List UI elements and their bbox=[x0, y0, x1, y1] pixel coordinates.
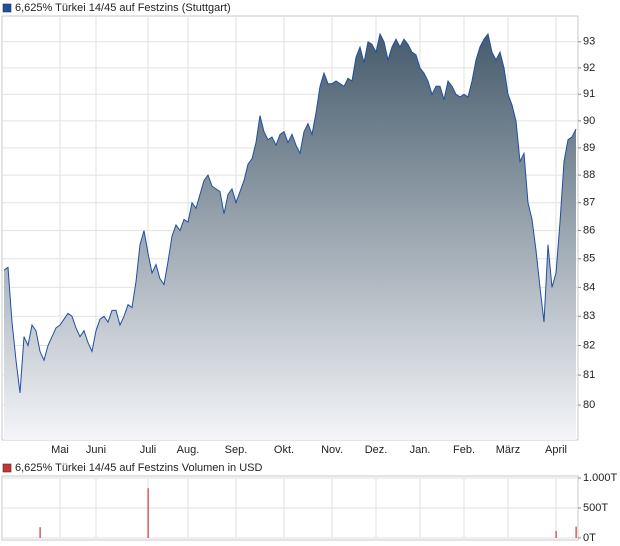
y-tick-label: 1.000T bbox=[583, 472, 618, 484]
x-tick-label: Okt. bbox=[274, 444, 294, 456]
y-tick-label: 92 bbox=[583, 62, 595, 74]
y-tick-label: 89 bbox=[583, 142, 595, 154]
x-tick-label: April bbox=[545, 444, 567, 456]
y-tick-label: 82 bbox=[583, 339, 595, 351]
y-tick-label: 84 bbox=[583, 281, 595, 293]
y-tick-label: 81 bbox=[583, 369, 595, 381]
x-tick-label: Mai bbox=[51, 444, 69, 456]
y-tick-label: 500T bbox=[583, 502, 608, 514]
y-tick-label: 88 bbox=[583, 169, 595, 181]
y-tick-label: 86 bbox=[583, 224, 595, 236]
x-tick-label: Jan. bbox=[410, 444, 431, 456]
volume-bar bbox=[555, 530, 557, 538]
price-line bbox=[3, 32, 577, 394]
y-tick-label: 87 bbox=[583, 197, 595, 209]
volume-bar bbox=[39, 527, 41, 538]
y-tick-label: 93 bbox=[583, 36, 595, 48]
chart-title: 6,625% Türkei 14/45 auf Festzins Volumen… bbox=[15, 462, 262, 474]
x-tick-label: Juni bbox=[86, 444, 106, 456]
price-area bbox=[4, 34, 576, 440]
x-tick-label: Dez. bbox=[365, 444, 388, 456]
volume-bar bbox=[147, 488, 149, 538]
y-tick-label: 83 bbox=[583, 310, 595, 322]
x-tick-label: Nov. bbox=[321, 444, 343, 456]
x-tick-label: Juli bbox=[140, 444, 157, 456]
x-tick-label: März bbox=[496, 444, 520, 456]
x-tick-label: Sep. bbox=[225, 444, 248, 456]
y-tick-label: 85 bbox=[583, 253, 595, 265]
x-tick-label: Aug. bbox=[177, 444, 200, 456]
chart-title: 6,625% Türkei 14/45 auf Festzins (Stuttg… bbox=[15, 2, 231, 14]
y-tick-label: 0T bbox=[583, 532, 596, 544]
y-tick-label: 80 bbox=[583, 399, 595, 411]
legend-swatch bbox=[2, 463, 12, 473]
x-tick-label: Feb. bbox=[453, 444, 475, 456]
volume-bar bbox=[575, 526, 577, 538]
y-tick-label: 91 bbox=[583, 88, 595, 100]
legend-swatch bbox=[2, 3, 12, 13]
y-tick-label: 90 bbox=[583, 115, 595, 127]
